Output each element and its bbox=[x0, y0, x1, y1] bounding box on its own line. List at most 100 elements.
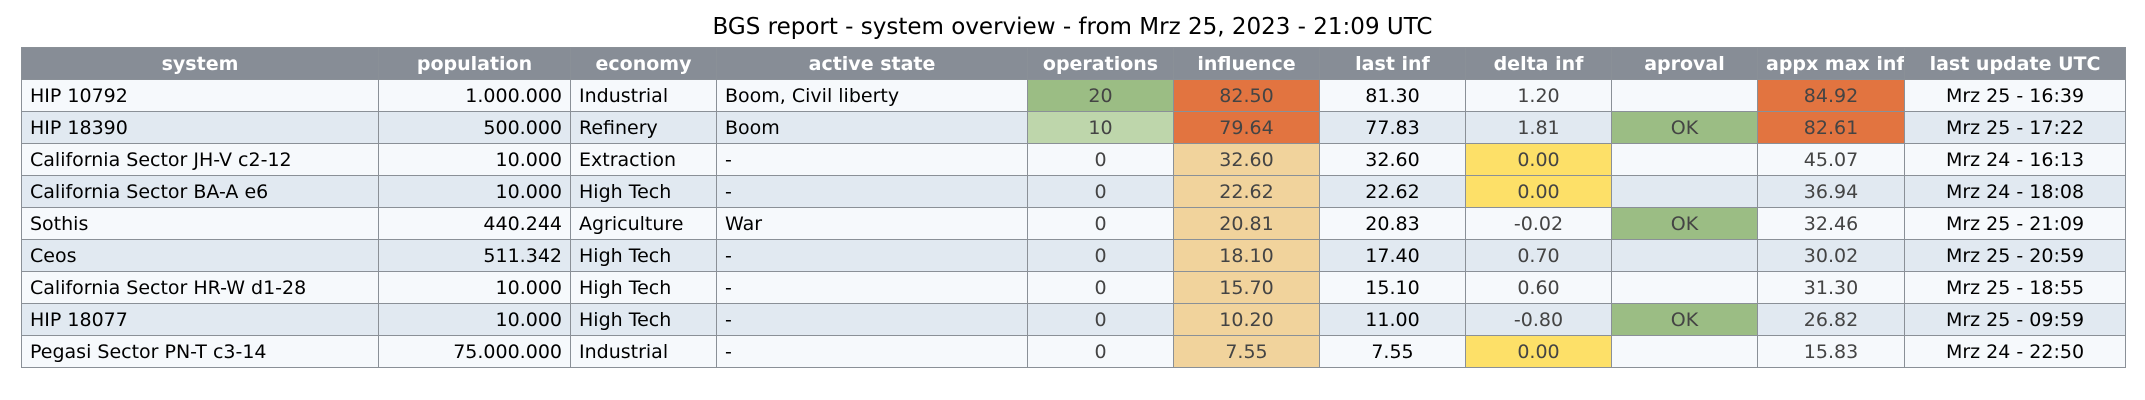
cell-aproval bbox=[1611, 335, 1758, 368]
cell-economy: Industrial bbox=[570, 79, 717, 112]
cell-population: 75.000.000 bbox=[378, 335, 571, 368]
cell-system: HIP 18077 bbox=[21, 303, 379, 336]
cell-last-update: Mrz 24 - 16:13 bbox=[1904, 143, 2126, 176]
cell-last-inf: 17.40 bbox=[1319, 239, 1466, 272]
cell-influence: 7.55 bbox=[1173, 335, 1320, 368]
table-row: Sothis 440.244 Agriculture War 0 20.81 20.83 -0… bbox=[21, 207, 2126, 240]
cell-active-state: - bbox=[716, 175, 1028, 208]
cell-system: HIP 10792 bbox=[21, 79, 379, 112]
cell-last-inf: 20.83 bbox=[1319, 207, 1466, 240]
cell-economy: High Tech bbox=[570, 303, 717, 336]
cell-delta-inf: 0.00 bbox=[1465, 175, 1612, 208]
cell-aproval bbox=[1611, 79, 1758, 112]
table-row: Ceos 511.342 High Tech -0 18.10 17.40 0.70 30.0… bbox=[21, 239, 2126, 272]
cell-influence: 79.64 bbox=[1173, 111, 1320, 144]
cell-last-inf: 7.55 bbox=[1319, 335, 1466, 368]
column-header: delta inf bbox=[1465, 47, 1612, 80]
cell-active-state: Boom bbox=[716, 111, 1028, 144]
cell-system: California Sector HR-W d1-28 bbox=[21, 271, 379, 304]
cell-influence: 32.60 bbox=[1173, 143, 1320, 176]
table-row: HIP 10792 1.000.000 Industrial Boom, Civil … bbox=[21, 79, 2126, 112]
cell-aproval bbox=[1611, 175, 1758, 208]
cell-active-state: - bbox=[716, 335, 1028, 368]
cell-system: California Sector JH-V c2-12 bbox=[21, 143, 379, 176]
cell-population: 440.244 bbox=[378, 207, 571, 240]
cell-delta-inf: -0.80 bbox=[1465, 303, 1612, 336]
cell-influence: 18.10 bbox=[1173, 239, 1320, 272]
cell-active-state: - bbox=[716, 239, 1028, 272]
cell-last-update: Mrz 25 - 09:59 bbox=[1904, 303, 2126, 336]
cell-system: Pegasi Sector PN-T c3-14 bbox=[21, 335, 379, 368]
cell-active-state: - bbox=[716, 271, 1028, 304]
cell-economy: Agriculture bbox=[570, 207, 717, 240]
cell-active-state: Boom, Civil liberty bbox=[716, 79, 1028, 112]
cell-economy: High Tech bbox=[570, 175, 717, 208]
cell-delta-inf: 1.81 bbox=[1465, 111, 1612, 144]
table-body: HIP 10792 1.000.000 Industrial Boom, Civil … bbox=[21, 79, 2126, 368]
column-header: last update UTC bbox=[1904, 47, 2126, 80]
cell-last-update: Mrz 25 - 18:55 bbox=[1904, 271, 2126, 304]
cell-influence: 15.70 bbox=[1173, 271, 1320, 304]
cell-influence: 82.50 bbox=[1173, 79, 1320, 112]
cell-delta-inf: 0.00 bbox=[1465, 335, 1612, 368]
cell-last-update: Mrz 24 - 22:50 bbox=[1904, 335, 2126, 368]
cell-operations: 0 bbox=[1027, 303, 1174, 336]
cell-last-inf: 81.30 bbox=[1319, 79, 1466, 112]
cell-population: 10.000 bbox=[378, 303, 571, 336]
cell-system: Sothis bbox=[21, 207, 379, 240]
cell-last-inf: 15.10 bbox=[1319, 271, 1466, 304]
column-header: operations bbox=[1027, 47, 1174, 80]
column-header: active state bbox=[716, 47, 1028, 80]
cell-system: California Sector BA-A e6 bbox=[21, 175, 379, 208]
column-header: appx max inf bbox=[1757, 47, 1905, 80]
table-row: Pegasi Sector PN-T c3-14 75.000.000 Indust… bbox=[21, 335, 2126, 368]
table-row: California Sector BA-A e6 10.000 High Tech… bbox=[21, 175, 2126, 208]
cell-last-update: Mrz 24 - 18:08 bbox=[1904, 175, 2126, 208]
cell-active-state: War bbox=[716, 207, 1028, 240]
cell-last-inf: 32.60 bbox=[1319, 143, 1466, 176]
cell-appx-max-inf: 26.82 bbox=[1757, 303, 1905, 336]
cell-delta-inf: 0.70 bbox=[1465, 239, 1612, 272]
cell-aproval bbox=[1611, 143, 1758, 176]
table-row: HIP 18390 500.000 Refinery Boom 10 79.64 77.83… bbox=[21, 111, 2126, 144]
cell-operations: 20 bbox=[1027, 79, 1174, 112]
cell-appx-max-inf: 15.83 bbox=[1757, 335, 1905, 368]
cell-aproval bbox=[1611, 239, 1758, 272]
cell-system: HIP 18390 bbox=[21, 111, 379, 144]
cell-economy: Refinery bbox=[570, 111, 717, 144]
cell-population: 10.000 bbox=[378, 175, 571, 208]
column-header: population bbox=[378, 47, 571, 80]
cell-last-inf: 11.00 bbox=[1319, 303, 1466, 336]
bgs-report-table: system population economy active state o… bbox=[21, 47, 2126, 368]
cell-operations: 0 bbox=[1027, 239, 1174, 272]
cell-operations: 0 bbox=[1027, 335, 1174, 368]
cell-appx-max-inf: 45.07 bbox=[1757, 143, 1905, 176]
cell-population: 10.000 bbox=[378, 143, 571, 176]
cell-delta-inf: 1.20 bbox=[1465, 79, 1612, 112]
cell-last-update: Mrz 25 - 21:09 bbox=[1904, 207, 2126, 240]
cell-operations: 0 bbox=[1027, 143, 1174, 176]
cell-appx-max-inf: 84.92 bbox=[1757, 79, 1905, 112]
column-header: economy bbox=[570, 47, 717, 80]
cell-delta-inf: 0.00 bbox=[1465, 143, 1612, 176]
cell-influence: 10.20 bbox=[1173, 303, 1320, 336]
cell-population: 511.342 bbox=[378, 239, 571, 272]
cell-operations: 10 bbox=[1027, 111, 1174, 144]
cell-appx-max-inf: 32.46 bbox=[1757, 207, 1905, 240]
cell-aproval: OK bbox=[1611, 303, 1758, 336]
cell-active-state: - bbox=[716, 303, 1028, 336]
cell-delta-inf: -0.02 bbox=[1465, 207, 1612, 240]
cell-economy: High Tech bbox=[570, 239, 717, 272]
column-header: last inf bbox=[1319, 47, 1466, 80]
cell-delta-inf: 0.60 bbox=[1465, 271, 1612, 304]
cell-operations: 0 bbox=[1027, 175, 1174, 208]
cell-system: Ceos bbox=[21, 239, 379, 272]
cell-influence: 20.81 bbox=[1173, 207, 1320, 240]
cell-appx-max-inf: 31.30 bbox=[1757, 271, 1905, 304]
cell-last-update: Mrz 25 - 20:59 bbox=[1904, 239, 2126, 272]
cell-aproval bbox=[1611, 271, 1758, 304]
cell-last-update: Mrz 25 - 17:22 bbox=[1904, 111, 2126, 144]
table-row: HIP 18077 10.000 High Tech -0 10.20 11.00 -0.8… bbox=[21, 303, 2126, 336]
cell-economy: Extraction bbox=[570, 143, 717, 176]
cell-economy: Industrial bbox=[570, 335, 717, 368]
